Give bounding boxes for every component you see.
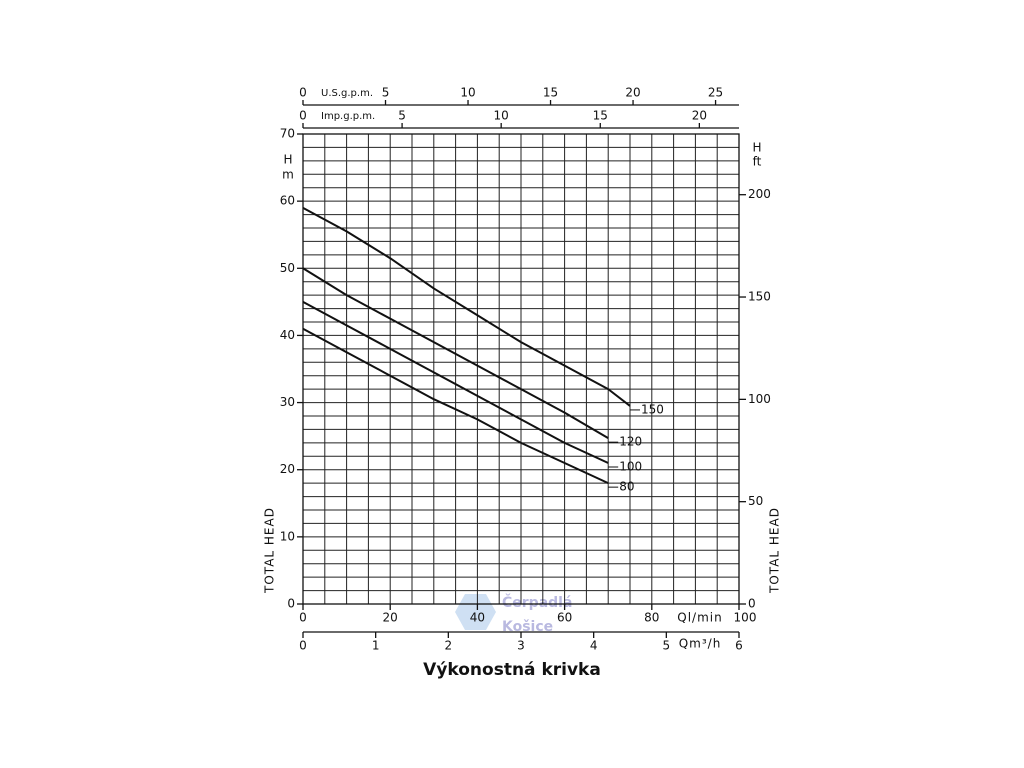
y2-unit: ft bbox=[753, 155, 762, 169]
x-tick-label: 20 bbox=[383, 611, 398, 625]
curve bbox=[302, 267, 609, 440]
watermark-logo bbox=[455, 594, 496, 630]
secondary-x-tick-label: 0 bbox=[299, 109, 307, 123]
curve bbox=[302, 300, 609, 464]
secondary-x-tick-label: 4 bbox=[590, 639, 598, 653]
secondary-x-tick-label: 20 bbox=[625, 86, 640, 100]
curve bbox=[302, 206, 631, 407]
secondary-x-axis-label: Qm³/h bbox=[679, 637, 722, 651]
y-tick-label: 70 bbox=[280, 127, 295, 141]
watermark: Čerpadlá Košice bbox=[455, 593, 572, 635]
plot-frame bbox=[302, 133, 740, 605]
y-unit: m bbox=[282, 168, 294, 182]
y2-axis-label: TOTAL HEAD bbox=[768, 507, 782, 594]
y-tick-label: 60 bbox=[280, 194, 295, 208]
secondary-x-tick-label: 15 bbox=[593, 109, 608, 123]
secondary-x-tick-label: 2 bbox=[445, 639, 453, 653]
x-tick-label: 80 bbox=[644, 611, 659, 625]
y-tick-label: 10 bbox=[280, 529, 295, 543]
x-tick-label: 60 bbox=[557, 611, 572, 625]
secondary-x-tick-label: 0 bbox=[299, 639, 307, 653]
secondary-x-tick-label: 10 bbox=[460, 86, 475, 100]
secondary-x-tick-label: 0 bbox=[299, 86, 307, 100]
chart-caption: Výkonostná krivka bbox=[423, 660, 601, 680]
y2-symbol: H bbox=[752, 141, 761, 155]
y-tick-label: 20 bbox=[280, 462, 295, 476]
x-axis-label: Ql/min bbox=[677, 611, 722, 625]
watermark-text: Košice bbox=[502, 619, 553, 635]
secondary-x-tick-label: 3 bbox=[517, 639, 525, 653]
secondary-x-tick-label: 6 bbox=[735, 639, 743, 653]
y-tick-label: 30 bbox=[280, 395, 295, 409]
y-tick-label: 50 bbox=[280, 261, 295, 275]
secondary-x-tick-label: 5 bbox=[663, 639, 671, 653]
watermark-text: Čerpadlá bbox=[502, 593, 572, 611]
y-axis-label: TOTAL HEAD bbox=[263, 507, 277, 594]
y-symbol: H bbox=[283, 153, 292, 167]
curve-label: 150 bbox=[641, 402, 664, 416]
x-tick-label: 0 bbox=[299, 611, 307, 625]
secondary-x-tick-label: 10 bbox=[494, 109, 509, 123]
secondary-x-tick-label: 25 bbox=[708, 86, 723, 100]
secondary-x-tick-label: 20 bbox=[692, 109, 707, 123]
secondary-x-tick-label: 5 bbox=[382, 86, 390, 100]
curve-label: 100 bbox=[619, 460, 642, 474]
secondary-x-tick-label: 1 bbox=[372, 639, 380, 653]
y2-tick-label: 50 bbox=[748, 494, 763, 508]
x-tick-label: 100 bbox=[734, 611, 757, 625]
secondary-x-tick-label: 15 bbox=[543, 86, 558, 100]
curve bbox=[302, 327, 609, 485]
y2-tick-label: 100 bbox=[748, 392, 771, 406]
y-tick-label: 40 bbox=[280, 328, 295, 342]
secondary-x-axis-label: Imp.g.p.m. bbox=[321, 111, 375, 122]
x-tick-label: 40 bbox=[470, 611, 485, 625]
secondary-x-axis-label: U.S.g.p.m. bbox=[321, 88, 373, 99]
y2-tick-label: 0 bbox=[748, 597, 756, 611]
secondary-x-tick-label: 5 bbox=[398, 109, 406, 123]
y2-tick-label: 200 bbox=[748, 187, 771, 201]
y2-tick-label: 150 bbox=[748, 290, 771, 304]
curve-label: 80 bbox=[619, 480, 634, 494]
curve-label: 120 bbox=[619, 435, 642, 449]
y-tick-label: 0 bbox=[287, 597, 295, 611]
